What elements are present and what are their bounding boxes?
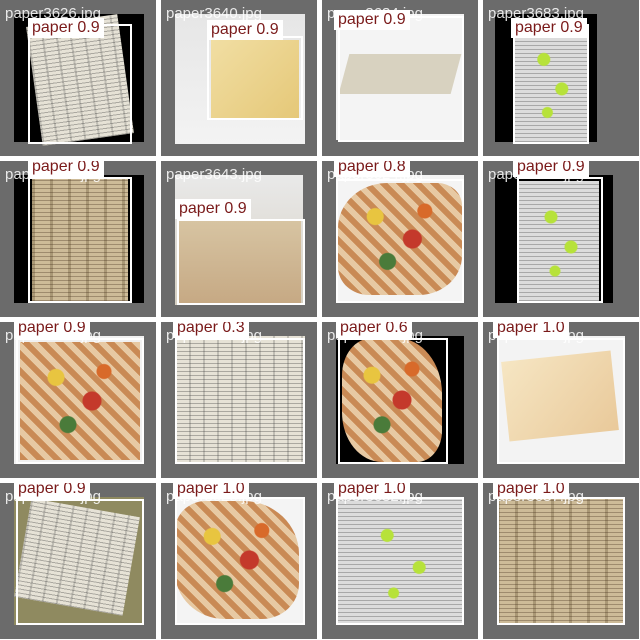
detection-label: paper 0.9: [175, 199, 251, 219]
detection-label: paper 0.6: [336, 322, 412, 338]
result-tile[interactable]: paper3670.jpg paper 0.9: [0, 483, 156, 639]
result-tile[interactable]: paper3685.jpg paper 0.9: [483, 161, 639, 317]
result-tile[interactable]: paper3626.jpg paper 0.9: [0, 0, 156, 156]
result-tile[interactable]: paper3644.jpg paper 0.9: [0, 322, 156, 478]
detection-label: paper 0.9: [511, 18, 587, 38]
result-tile[interactable]: paper3624.jpg paper 0.8: [322, 161, 478, 317]
detection-label: paper 0.3: [173, 322, 249, 338]
detection-box: [497, 338, 625, 464]
result-tile[interactable]: paper3625.jpg paper 1.0: [161, 483, 317, 639]
detection-box: [513, 24, 589, 144]
tile-image: [175, 501, 299, 619]
detection-box: [338, 16, 464, 142]
detection-label: paper 1.0: [334, 483, 410, 499]
tile-image: [32, 177, 128, 301]
detection-label: paper 0.9: [14, 483, 90, 499]
detection-box: [28, 177, 132, 303]
result-tile[interactable]: paper3682.jpg paper 1.0: [322, 483, 478, 639]
tile-image: [519, 181, 599, 301]
detection-box: [175, 497, 305, 625]
detection-label: paper 0.9: [207, 20, 283, 40]
tile-filename: paper3643.jpg: [166, 166, 262, 183]
detection-label: paper 0.8: [334, 161, 410, 177]
result-tile[interactable]: paper3643.jpg paper 0.9: [161, 161, 317, 317]
result-tile[interactable]: paper3623.jpg paper 0.6: [322, 322, 478, 478]
tile-filename: paper3683.jpg: [488, 5, 584, 22]
result-tile[interactable]: paper3639.jpg paper 0.3: [161, 322, 317, 478]
result-tile[interactable]: paper3683.jpg paper 0.9: [483, 0, 639, 156]
detection-label: paper 0.9: [28, 18, 104, 38]
tile-image: [20, 342, 140, 460]
tile-image: [179, 221, 301, 303]
result-tile[interactable]: paper3633.jpg paper 0.9: [0, 161, 156, 317]
detection-box: [16, 338, 144, 464]
tile-image: [342, 338, 442, 462]
result-tile[interactable]: paper3634.jpg paper 0.9: [322, 0, 478, 156]
tile-image: [336, 497, 464, 625]
tile-filename: paper3626.jpg: [5, 5, 101, 22]
detection-box: [336, 179, 464, 303]
detection-label: paper 1.0: [493, 322, 569, 338]
result-tile[interactable]: paper3660.jpg paper 1.0: [483, 322, 639, 478]
detection-box: [28, 24, 132, 144]
tile-image: [497, 497, 625, 625]
tile-image: [515, 24, 587, 142]
detection-box: [336, 497, 464, 625]
detection-box: [16, 499, 144, 625]
detection-label: paper 0.9: [28, 161, 104, 177]
detection-box: [338, 338, 448, 464]
detection-box: [497, 497, 625, 625]
result-tile[interactable]: paper3687.jpg paper 1.0: [483, 483, 639, 639]
detection-box: [177, 219, 305, 305]
detection-box: [175, 338, 305, 464]
detection-box: [207, 36, 303, 120]
tile-filename: paper3640.jpg: [166, 5, 262, 22]
detection-label: paper 1.0: [173, 483, 249, 499]
detection-label: paper 0.9: [513, 161, 589, 177]
detection-label: paper 0.9: [14, 322, 90, 338]
tile-image: [211, 40, 299, 118]
detection-box: [517, 177, 603, 303]
tile-image: [338, 183, 462, 295]
detection-label: paper 1.0: [493, 483, 569, 499]
tile-image: [175, 336, 305, 464]
result-tile[interactable]: paper3640.jpg paper 0.9: [161, 0, 317, 156]
detection-label: paper 0.9: [334, 10, 410, 30]
